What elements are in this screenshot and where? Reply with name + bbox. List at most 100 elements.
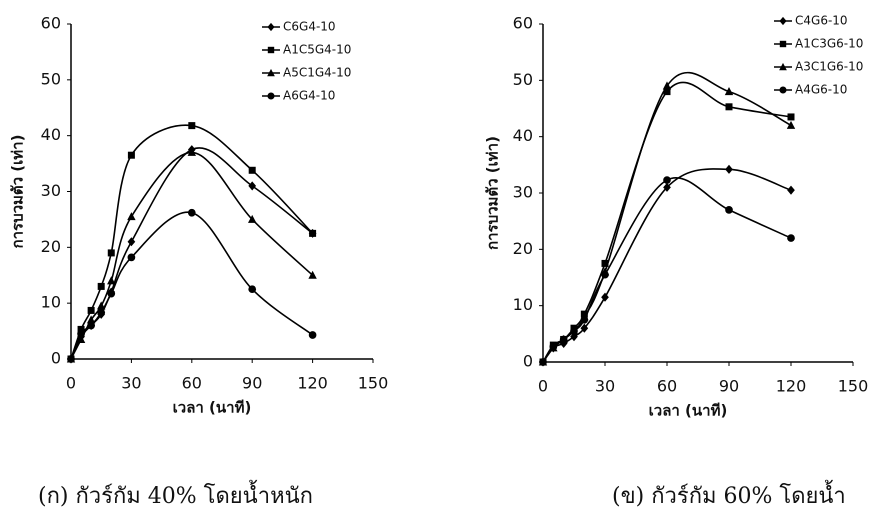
legend-marker <box>267 92 275 100</box>
x-tick-label: 60 <box>182 374 202 393</box>
x-tick-label: 120 <box>297 374 328 393</box>
legend-label: A6G4-10 <box>283 89 335 103</box>
legend-label: A5C1G4-10 <box>283 66 351 80</box>
y-tick-label: 20 <box>513 239 533 258</box>
x-tick-label: 120 <box>776 377 807 396</box>
series-line <box>542 168 792 363</box>
marker <box>580 323 589 333</box>
legend-label: A1C5G4-10 <box>283 43 351 57</box>
marker <box>601 292 609 302</box>
legend-marker <box>267 22 275 32</box>
y-axis-title: การบวมตัว (เท่า) <box>9 135 27 249</box>
caption: (ข) กัวร์กัม 60% โดยน้ำ <box>612 480 846 509</box>
x-tick-label: 60 <box>657 377 677 396</box>
marker <box>725 103 733 111</box>
marker <box>248 214 257 223</box>
legend-label: A3C1G6-10 <box>795 60 863 74</box>
x-axis-title: เวลา (นาที) <box>173 399 252 417</box>
series-line <box>70 147 314 360</box>
marker <box>97 282 105 290</box>
marker <box>77 325 85 333</box>
legend-label: C6G4-10 <box>283 20 336 34</box>
marker <box>127 253 136 262</box>
x-tick-label: 90 <box>719 377 739 396</box>
y-tick-label: 60 <box>41 14 61 33</box>
x-axis-title: เวลา (นาที) <box>649 402 728 420</box>
legend-marker <box>267 68 275 77</box>
y-tick-label: 20 <box>41 237 61 256</box>
y-tick-label: 0 <box>523 352 533 371</box>
marker <box>308 331 317 339</box>
marker <box>127 237 136 247</box>
marker <box>76 334 86 343</box>
legend-marker <box>779 62 787 71</box>
y-tick-label: 50 <box>41 69 61 88</box>
legend-marker <box>779 40 787 48</box>
series-line <box>70 124 314 360</box>
marker <box>580 315 589 324</box>
legend-label: A1C3G6-10 <box>795 37 863 51</box>
marker <box>725 206 733 214</box>
y-tick-label: 0 <box>51 349 61 368</box>
marker <box>107 289 116 298</box>
marker <box>97 308 106 317</box>
marker <box>662 81 672 90</box>
marker <box>107 249 115 257</box>
marker <box>77 330 85 338</box>
y-tick-label: 40 <box>513 126 533 145</box>
legend-label: A4G6-10 <box>795 83 847 97</box>
y-tick-label: 10 <box>41 293 61 312</box>
x-tick-label: 90 <box>242 374 262 393</box>
legend-marker <box>779 86 787 94</box>
marker <box>248 285 257 294</box>
x-tick-label: 0 <box>538 377 548 396</box>
marker <box>559 338 568 348</box>
marker <box>549 342 558 351</box>
marker <box>725 164 733 174</box>
x-tick-label: 150 <box>358 374 389 393</box>
x-tick-label: 150 <box>838 377 869 396</box>
y-axis-title: การบวมตัว (เท่า) <box>484 136 502 250</box>
marker <box>87 321 95 330</box>
marker <box>308 270 317 279</box>
marker <box>663 176 671 184</box>
marker <box>601 270 609 279</box>
marker <box>787 113 795 121</box>
marker <box>187 208 196 217</box>
marker <box>248 166 256 174</box>
marker <box>570 327 578 335</box>
y-tick-label: 10 <box>513 295 533 314</box>
marker <box>539 358 547 366</box>
series-line <box>70 211 314 360</box>
legend-marker <box>267 46 275 54</box>
marker <box>127 151 135 159</box>
series-line <box>542 177 792 363</box>
marker <box>787 234 795 242</box>
y-tick-label: 50 <box>513 70 533 89</box>
y-tick-label: 40 <box>41 125 61 144</box>
series-line <box>542 81 792 363</box>
marker <box>786 120 796 129</box>
marker <box>188 122 196 130</box>
caption: (ก) กัวร์กัม 40% โดยน้ำหนัก <box>38 480 313 509</box>
marker <box>248 181 257 191</box>
marker <box>87 306 95 314</box>
marker <box>67 355 75 363</box>
marker <box>663 88 671 96</box>
marker <box>559 335 568 344</box>
marker <box>107 276 116 285</box>
legend-marker <box>779 16 787 26</box>
legend-label: C4G6-10 <box>795 14 848 28</box>
x-tick-label: 0 <box>66 374 76 393</box>
y-tick-label: 30 <box>41 181 61 200</box>
marker <box>309 229 317 237</box>
x-tick-label: 30 <box>595 377 615 396</box>
marker <box>724 87 734 96</box>
y-tick-label: 30 <box>513 183 533 202</box>
marker <box>127 212 136 221</box>
series-line <box>542 71 792 363</box>
x-tick-label: 30 <box>121 374 141 393</box>
marker <box>86 315 96 324</box>
y-tick-label: 60 <box>513 14 533 33</box>
